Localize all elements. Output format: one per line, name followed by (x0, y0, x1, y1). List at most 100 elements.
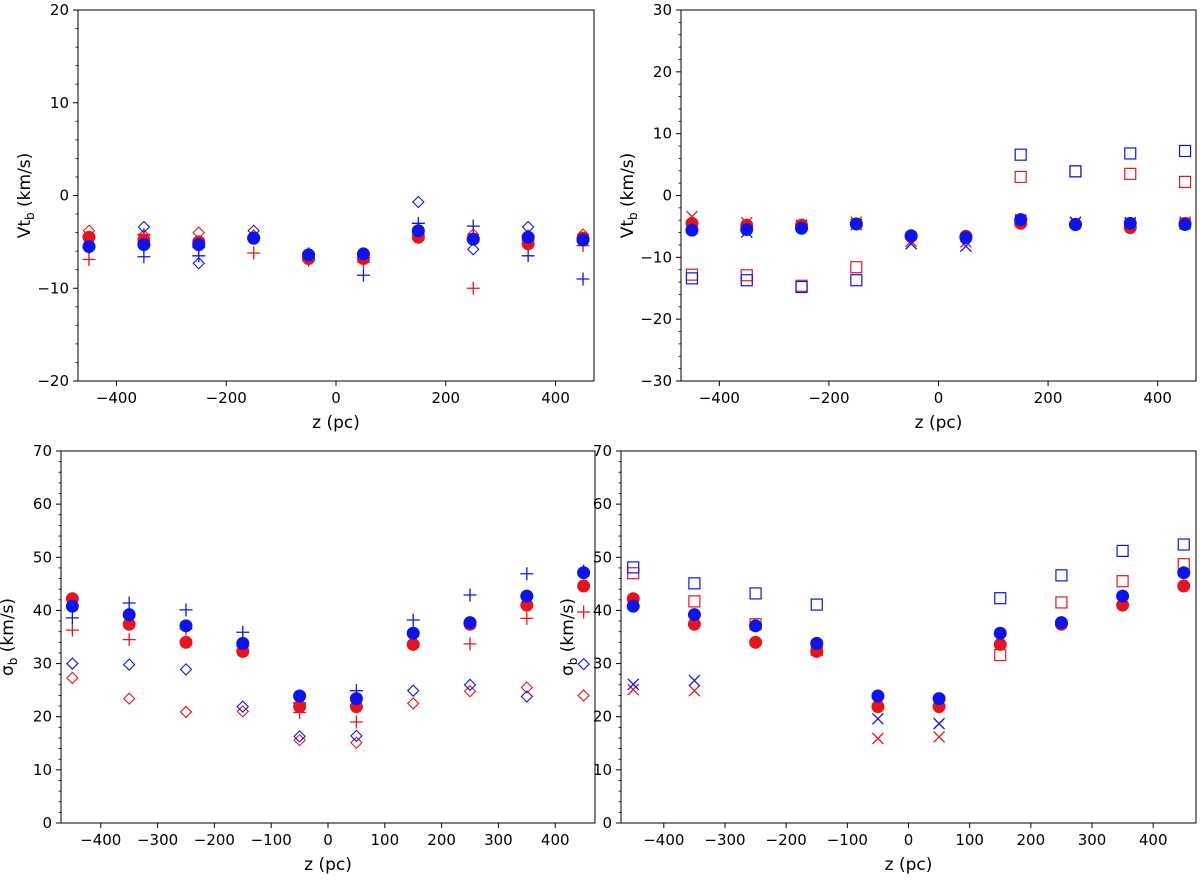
y-axis-label: Vtb (km/s) (15, 153, 37, 239)
data-point-blue-circle (293, 689, 307, 703)
x-tick-label: 400 (1139, 831, 1168, 849)
y-tick-label: 30 (33, 655, 52, 673)
data-point-blue-circle (871, 689, 885, 703)
data-point-blue-plus (520, 567, 534, 581)
data-point-blue-circle (247, 231, 261, 245)
y-tick-label: −30 (640, 372, 672, 390)
x-tick-label: −400 (643, 831, 684, 849)
data-point-blue-diamond (412, 195, 425, 209)
x-tick-label: 0 (323, 831, 333, 849)
data-point-blue-circle (849, 217, 863, 231)
data-point-blue-circle (1116, 589, 1130, 603)
data-point-red-circle (406, 637, 420, 651)
data-point-red-circle (1177, 579, 1191, 593)
data-point-blue-square (1116, 544, 1129, 558)
data-point-blue-plus (406, 613, 420, 627)
data-point-blue-diamond (520, 690, 534, 703)
plot-frame (77, 9, 595, 382)
data-point-red-x (933, 730, 946, 743)
x-tick-label: −100 (827, 831, 868, 849)
y-axis-label-unit: (km/s) (15, 153, 35, 213)
data-point-red-square (1124, 167, 1137, 180)
series-red-cross (685, 210, 1191, 248)
series-blue-circle (65, 566, 591, 706)
y-axis-label: σb (km/s) (0, 598, 20, 676)
x-tick-label: 100 (955, 831, 984, 849)
data-point-red-square (850, 261, 863, 274)
data-point-blue-diamond (66, 657, 79, 670)
data-point-blue-circle (749, 619, 763, 633)
data-point-blue-square (749, 587, 762, 600)
series-red-diamond (66, 671, 590, 750)
data-point-blue-plus (236, 625, 250, 639)
data-point-red-diamond (122, 692, 136, 705)
data-point-red-square (1116, 575, 1129, 588)
data-point-blue-plus (137, 250, 151, 264)
y-tick-label: 30 (593, 655, 612, 673)
data-point-red-x (871, 732, 884, 745)
data-point-red-circle (749, 635, 763, 649)
series-red-plus (82, 227, 590, 295)
data-point-blue-square (795, 280, 808, 294)
x-tick-label: 200 (431, 389, 460, 407)
data-point-blue-square (1069, 165, 1082, 178)
data-point-blue-square (1124, 147, 1137, 160)
y-tick-label: 50 (33, 548, 52, 566)
data-point-red-circle (82, 230, 96, 244)
y-tick-label: 10 (653, 125, 672, 143)
data-point-blue-square (1178, 144, 1192, 158)
data-point-red-circle (122, 617, 136, 631)
x-tick-label: −400 (80, 831, 121, 849)
series-red-circle (65, 579, 591, 714)
x-tick-label: 200 (1034, 389, 1063, 407)
data-point-red-square (1069, 165, 1082, 178)
data-point-red-circle (871, 700, 885, 714)
series-red-cross (627, 683, 946, 745)
series-blue-cross (685, 214, 1191, 253)
data-point-red-plus (463, 637, 477, 651)
y-tick-label: 40 (593, 601, 612, 619)
data-point-red-square (685, 268, 699, 281)
series-red-circle (685, 216, 1192, 243)
y-axis-label-main: σ (0, 665, 18, 676)
data-point-blue-circle (1178, 218, 1192, 232)
y-axis-label-unit: (km/s) (558, 598, 578, 658)
data-point-red-square (994, 648, 1007, 662)
data-point-blue-circle (795, 221, 809, 235)
data-point-blue-diamond (137, 220, 151, 234)
y-axis-label-sub: b (23, 212, 37, 220)
data-point-blue-circle (577, 566, 591, 580)
data-point-blue-circle (520, 589, 534, 603)
data-point-blue-square (627, 561, 640, 574)
data-point-blue-plus (356, 268, 370, 282)
data-point-blue-diamond (577, 657, 590, 671)
data-point-blue-x (688, 674, 701, 687)
series-blue-diamond (66, 657, 590, 743)
y-axis-label-main: σ (558, 665, 578, 676)
panel-top-left: −400 −200 0 200 400 −20 −10 0 10 20 z (pc) Vtb (km/… (15, 1, 595, 433)
data-point-blue-square (740, 274, 753, 287)
data-point-blue-diamond (122, 658, 136, 671)
x-tick-label: −200 (766, 831, 807, 849)
y-axis-label-sub: b (6, 658, 20, 666)
data-point-blue-square (994, 592, 1007, 605)
data-point-blue-square (688, 577, 701, 590)
data-point-red-diamond (463, 684, 477, 698)
y-tick-label: −10 (640, 248, 672, 266)
data-point-blue-circle (1014, 213, 1028, 227)
data-point-red-diamond (293, 733, 306, 747)
data-point-blue-diamond (192, 256, 206, 270)
y-axis-label-main: Vt (618, 220, 638, 239)
y-tick-label: −20 (37, 372, 69, 390)
data-point-blue-plus (65, 611, 79, 625)
data-point-blue-diamond (236, 700, 250, 713)
x-tick-label: 0 (904, 831, 914, 849)
data-point-red-circle (687, 617, 701, 631)
data-point-blue-plus (463, 588, 477, 602)
data-point-blue-square (1014, 148, 1027, 161)
series-blue-circle (82, 224, 590, 262)
data-point-red-diamond (236, 705, 250, 718)
plot-frame (60, 450, 596, 824)
plot-frame (620, 450, 1197, 824)
